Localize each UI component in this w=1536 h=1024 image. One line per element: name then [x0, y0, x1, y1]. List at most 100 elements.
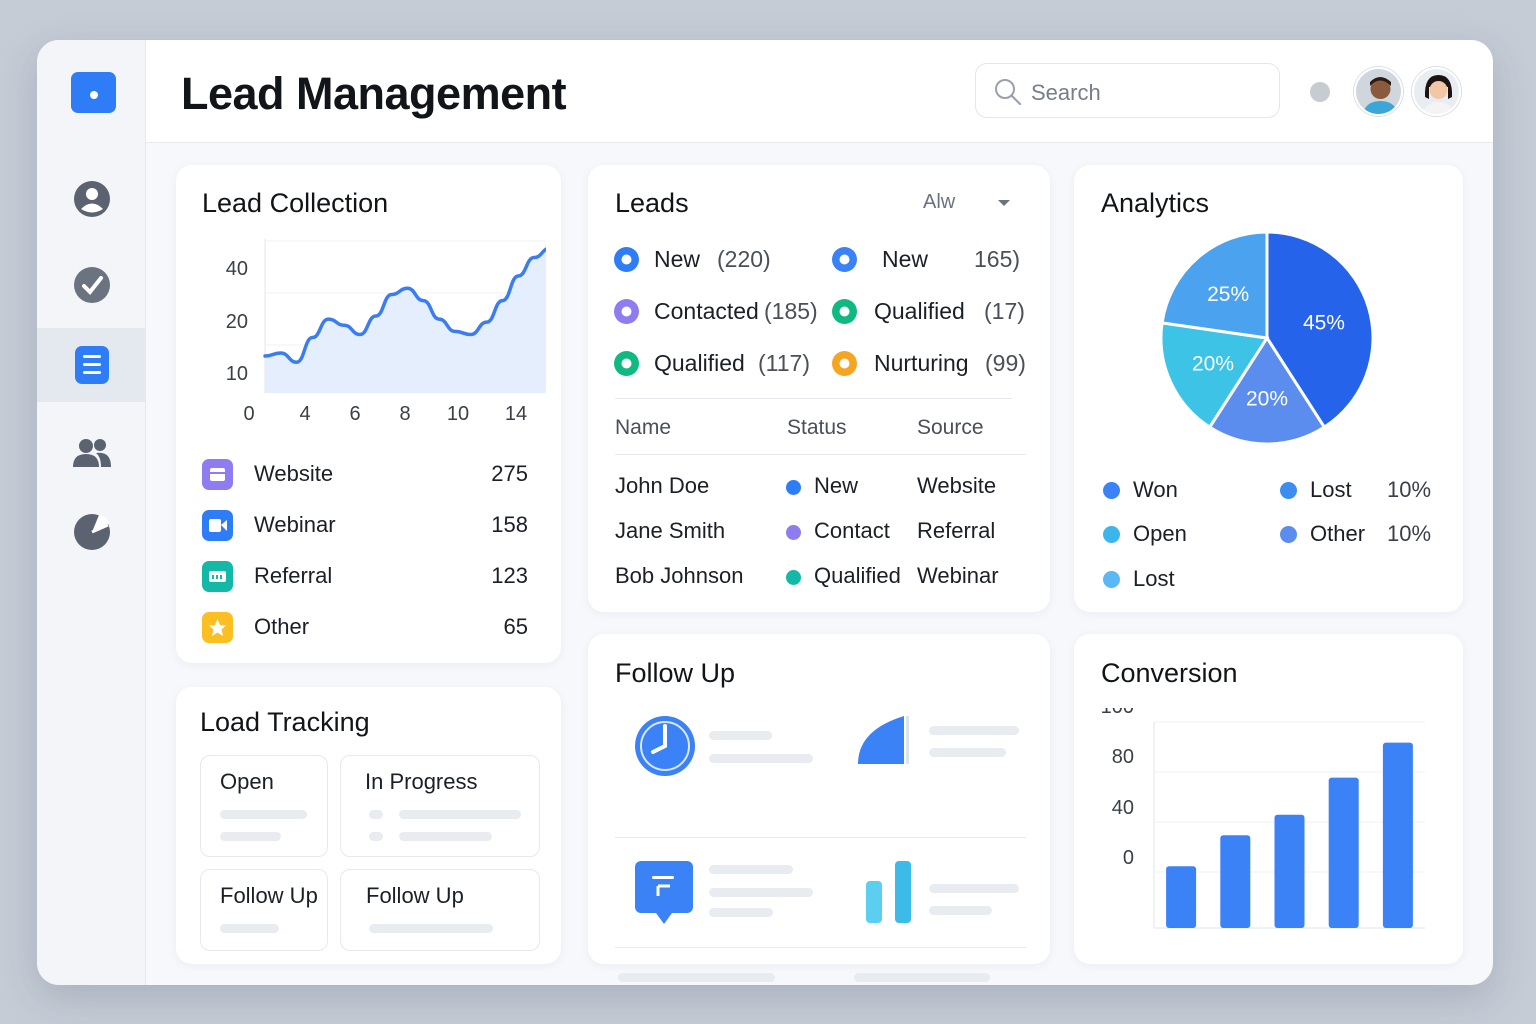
- legend-item[interactable]: Lost: [1103, 566, 1273, 596]
- legend-swatch: [1280, 526, 1297, 543]
- avatar-user-2[interactable]: [1412, 67, 1461, 116]
- leads-filter-dropdown[interactable]: Alw: [923, 191, 956, 213]
- sidebar-item-reports[interactable]: [37, 495, 146, 569]
- clock-icon[interactable]: [633, 714, 697, 778]
- document-icon: [74, 346, 109, 384]
- lead-status-item[interactable]: Contacted (185): [588, 298, 818, 324]
- lead-status-item[interactable]: Nurturing (99): [588, 350, 1026, 376]
- source-list-item[interactable]: Referral 123: [176, 560, 561, 594]
- bar[interactable]: [1274, 814, 1305, 928]
- lead-status: Qualified: [814, 563, 901, 588]
- tracking-box-label: Open: [220, 769, 274, 794]
- tracking-box-in-progress[interactable]: In Progress: [340, 755, 540, 857]
- x-tick-label: 6: [349, 403, 360, 425]
- status-dot: [786, 480, 801, 495]
- chart-area-fill: [265, 249, 546, 393]
- lead-status-item[interactable]: Qualified (17): [588, 298, 1025, 324]
- lead-status-item[interactable]: Qualified (117): [588, 350, 810, 376]
- table-row[interactable]: John Doe New Website: [588, 473, 1050, 503]
- lead-status-item[interactable]: New (220): [588, 246, 771, 272]
- y-tick-label: 10: [226, 363, 248, 385]
- lead-name: Jane Smith: [615, 518, 726, 543]
- leads-card: Leads Alw New (220) New 165) Contacted (185) Q…: [588, 165, 1050, 612]
- pie-slice[interactable]: [1160, 230, 1269, 340]
- legend-item[interactable]: Other 10%: [1280, 521, 1450, 551]
- pie-chart-icon: [73, 514, 110, 550]
- lead-source: Website: [917, 473, 997, 498]
- source-list-item[interactable]: Webinar 158: [176, 509, 561, 543]
- legend-item[interactable]: Won: [1103, 477, 1273, 507]
- bar-chart-icon[interactable]: [864, 860, 914, 924]
- table-row[interactable]: Bob Johnson Qualified Webinar: [588, 563, 1050, 593]
- tracking-box-open[interactable]: Open: [200, 755, 328, 857]
- table-row[interactable]: Jane Smith Contact Referral: [588, 518, 1050, 548]
- notification-dot[interactable]: [1310, 82, 1330, 102]
- chevron-down-icon[interactable]: [996, 198, 1012, 208]
- lead-status-label: Qualified: [874, 298, 965, 324]
- legend-label: Won: [1133, 477, 1178, 502]
- card-title: Analytics: [1101, 188, 1210, 218]
- legend-value: 10%: [1387, 521, 1432, 546]
- bar[interactable]: [1166, 866, 1197, 928]
- source-label: Other: [254, 614, 310, 639]
- pie-slice[interactable]: [1159, 321, 1270, 430]
- bar[interactable]: [1220, 835, 1251, 928]
- pie-slice[interactable]: [1207, 335, 1327, 446]
- avatar-user-1[interactable]: [1354, 67, 1403, 116]
- lead-collection-card: Lead Collection 40 20 10 0 4 6 8 10 14 Website 27…: [176, 165, 561, 663]
- source-label: Website: [254, 461, 334, 486]
- table-column-header[interactable]: Source: [917, 416, 984, 439]
- sidebar-item-tasks[interactable]: [37, 248, 146, 322]
- card-title: Lead Collection: [202, 188, 389, 218]
- leaf-icon: [832, 299, 857, 324]
- legend-item[interactable]: Lost 10%: [1280, 477, 1450, 507]
- card-title: Follow Up: [615, 658, 736, 688]
- source-list-item[interactable]: Website 275: [176, 458, 561, 492]
- bar[interactable]: [1382, 742, 1413, 928]
- lead-status-label: New: [654, 246, 701, 272]
- y-tick-label: 0: [1123, 847, 1134, 869]
- source-label: Webinar: [254, 512, 336, 537]
- lead-tracking-card: Load Tracking Open In Progress Follow Up…: [176, 687, 561, 964]
- source-value: 158: [491, 512, 528, 537]
- lead-source: Referral: [917, 518, 996, 543]
- chart-series-line: [263, 247, 546, 364]
- app-logo[interactable]: [71, 72, 116, 113]
- table-column-header[interactable]: Name: [615, 416, 672, 439]
- search-box[interactable]: Search: [975, 63, 1280, 118]
- bar[interactable]: [1328, 777, 1359, 928]
- pie-slice-label: 25%: [1207, 283, 1249, 306]
- tracking-box-follow-up[interactable]: Follow Up: [200, 869, 328, 951]
- lead-status-count: 165): [974, 246, 1021, 272]
- lead-status-item[interactable]: New 165): [588, 246, 1020, 272]
- lead-name: John Doe: [615, 473, 710, 498]
- source-list-item[interactable]: Other 65: [176, 611, 561, 645]
- sidebar-item-leads[interactable]: [37, 328, 146, 402]
- lead-status-count: (117): [758, 350, 810, 376]
- source-value: 65: [503, 614, 528, 639]
- sidebar-item-team[interactable]: [37, 416, 146, 490]
- lead-status-count: (99): [985, 350, 1026, 376]
- page-title: Lead Management: [181, 68, 567, 119]
- card-title: Leads: [615, 188, 689, 218]
- legend-label: Open: [1133, 521, 1187, 546]
- divider: [615, 454, 1026, 455]
- pie-slice-icon[interactable]: [856, 714, 910, 768]
- x-tick-label: 14: [505, 403, 527, 425]
- message-icon[interactable]: [634, 860, 694, 926]
- video-icon: [202, 510, 233, 541]
- y-tick-label: 20: [226, 311, 248, 333]
- legend-label: Lost: [1310, 477, 1352, 502]
- x-tick-label: 5: [1392, 941, 1403, 944]
- sidebar-item-profile[interactable]: [37, 162, 146, 236]
- legend-item[interactable]: Open: [1103, 521, 1273, 551]
- lead-status-label: Nurturing: [874, 350, 969, 376]
- pie-slice-label: 20%: [1192, 353, 1234, 376]
- card-title: Conversion: [1101, 658, 1238, 688]
- chat-icon: [202, 561, 233, 592]
- table-column-header[interactable]: Status: [787, 416, 847, 439]
- tracking-box-follow-up-2[interactable]: Follow Up: [340, 869, 540, 951]
- status-dot: [786, 525, 801, 540]
- star-icon: [202, 612, 233, 643]
- status-dot: [786, 570, 801, 585]
